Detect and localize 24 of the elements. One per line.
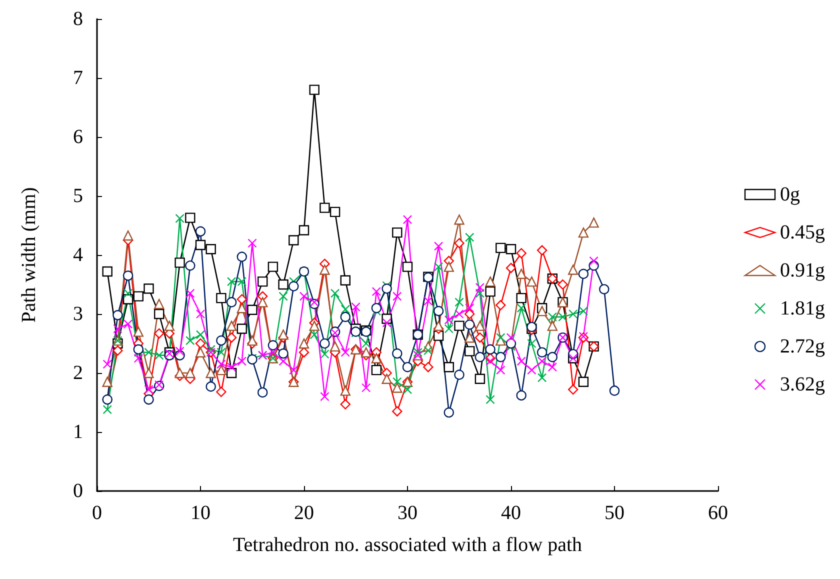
y-tick-label: 8 — [73, 8, 83, 30]
x-axis-title: Tetrahedron no. associated with a flow path — [232, 534, 582, 556]
x-tick-label: 10 — [190, 502, 210, 524]
x-tick-label: 0 — [92, 502, 102, 524]
y-tick-label: 0 — [73, 480, 83, 502]
y-tick-label: 2 — [73, 362, 83, 384]
legend-label: 3.62g — [780, 374, 825, 396]
y-tick-label: 1 — [73, 421, 83, 443]
y-tick-label: 7 — [73, 67, 83, 89]
x-tick-label: 40 — [501, 502, 521, 524]
legend-label: 1.81g — [780, 298, 825, 320]
y-axis-title: Path width (mm) — [18, 187, 40, 323]
y-tick-label: 6 — [73, 126, 83, 148]
x-tick-label: 50 — [604, 502, 624, 524]
x-tick-label: 60 — [708, 502, 728, 524]
legend-label: 2.72g — [780, 336, 825, 358]
x-tick-label: 20 — [294, 502, 314, 524]
legend-label: 0.91g — [780, 260, 825, 282]
x-tick-label: 30 — [398, 502, 418, 524]
legend-label: 0g — [780, 184, 800, 206]
y-tick-label: 5 — [73, 185, 83, 207]
y-tick-label: 4 — [73, 244, 83, 266]
legend-label: 0.45g — [780, 222, 825, 244]
y-tick-label: 3 — [73, 303, 83, 325]
